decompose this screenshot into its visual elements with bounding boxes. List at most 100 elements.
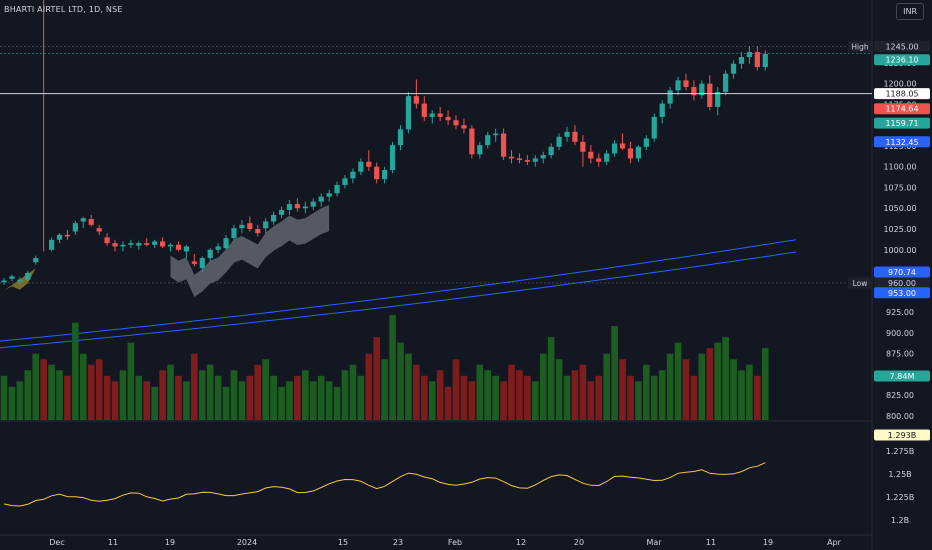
candle	[469, 125, 475, 159]
candle	[9, 274, 15, 282]
candle	[191, 253, 197, 267]
candle	[723, 70, 729, 96]
candle	[128, 239, 134, 249]
volume-bar	[389, 315, 396, 420]
candle-body	[175, 244, 182, 250]
candle	[675, 77, 681, 96]
volume-bar	[191, 353, 198, 420]
volume-bar	[555, 359, 563, 420]
candle-body	[445, 116, 451, 121]
candle	[167, 243, 174, 252]
candle	[112, 239, 118, 252]
candle	[271, 211, 277, 225]
candle-body	[683, 80, 689, 87]
price-tick-label: 900.00	[886, 329, 914, 338]
volume-bar	[198, 370, 206, 420]
cumulative-tick-label: 1.2B	[891, 516, 909, 525]
volume-bar	[761, 348, 769, 420]
candle	[223, 234, 229, 250]
volume-bar	[64, 375, 71, 420]
red-price-tag: 1174.64	[874, 103, 930, 115]
blue-price-tag: 1132.45	[874, 136, 930, 148]
time-axis[interactable]: Dec 11 19 2024 15 23 Feb 12 20 Mar 11 19 Apr	[49, 538, 841, 547]
candle	[643, 135, 649, 151]
candle-body	[199, 258, 205, 269]
candle-body	[619, 143, 626, 149]
volume-bar	[254, 364, 262, 420]
candle-body	[405, 96, 412, 130]
volume-bar	[746, 364, 753, 420]
candle-body	[397, 129, 404, 146]
candle-body	[48, 239, 55, 250]
price-tick-label: 1200.00	[883, 80, 916, 89]
candle	[350, 168, 356, 184]
volume-bar	[373, 337, 381, 420]
volume-bar	[270, 375, 277, 420]
candle-body	[271, 214, 277, 222]
candle	[619, 133, 626, 151]
price-tick-label: 1100.00	[883, 163, 916, 172]
line-price-tag: 1188.05	[874, 88, 930, 100]
volume-bar	[690, 375, 698, 420]
cumulative-tag: 1.293B	[874, 429, 930, 441]
currency-button[interactable]: INR	[896, 3, 924, 20]
candle	[334, 181, 340, 197]
volume-bar	[468, 381, 476, 420]
price-tick-label: 1000.00	[883, 246, 916, 255]
ma-price-tag-1-text: 970.74	[888, 268, 916, 277]
candle-body	[72, 223, 78, 232]
candle-body	[635, 146, 641, 159]
high-price-tag-text: 1245.00	[885, 42, 918, 51]
candle-body	[389, 145, 396, 171]
time-tick-label: Apr	[827, 538, 842, 547]
candle	[278, 206, 285, 219]
volume-bar	[587, 381, 595, 420]
candle-body	[17, 279, 23, 282]
volume-bar	[365, 353, 373, 420]
cumulative-tick-label: 1.25B	[888, 470, 911, 479]
candle	[493, 128, 499, 142]
moving-averages	[0, 239, 797, 349]
low-label: Low	[848, 277, 872, 289]
volume-bar	[539, 353, 547, 420]
low-price-tag: 960.00	[874, 277, 930, 289]
candle	[88, 214, 94, 227]
low-label-bg	[848, 277, 872, 289]
candle-body	[278, 209, 285, 215]
candle	[231, 224, 237, 240]
time-tick-label: 19	[165, 538, 175, 547]
candle	[358, 158, 364, 176]
volume-bar	[357, 375, 365, 420]
volume-bar	[381, 359, 388, 420]
high-label-bg	[848, 40, 872, 52]
candle	[239, 219, 245, 234]
candle	[215, 243, 221, 254]
candle-body	[715, 91, 721, 107]
candle-body	[128, 243, 134, 245]
candle-body	[334, 184, 340, 194]
candle-body	[25, 273, 31, 280]
cumulative-tag-text: 1.293B	[888, 431, 916, 440]
volume-bar	[95, 359, 103, 420]
volume-tag-text: 7.84M	[890, 372, 915, 381]
time-tick-label: Mar	[646, 538, 662, 547]
candle-body	[580, 141, 586, 152]
price-tick-label: 875.00	[886, 350, 914, 359]
candle	[730, 60, 737, 79]
candle-body	[144, 243, 150, 245]
candle-body	[160, 241, 166, 247]
candle-body	[746, 52, 753, 58]
candle	[707, 75, 713, 111]
candlesticks	[1, 0, 768, 285]
candle-body	[231, 228, 237, 239]
candle	[715, 86, 721, 116]
candle-body	[350, 171, 356, 179]
candle-body	[500, 133, 507, 157]
volume-bar	[706, 348, 714, 420]
volume-bar	[508, 364, 515, 420]
candle	[207, 248, 213, 262]
volume-bar	[87, 364, 95, 420]
candle	[152, 239, 158, 249]
volume-bar	[658, 370, 666, 420]
